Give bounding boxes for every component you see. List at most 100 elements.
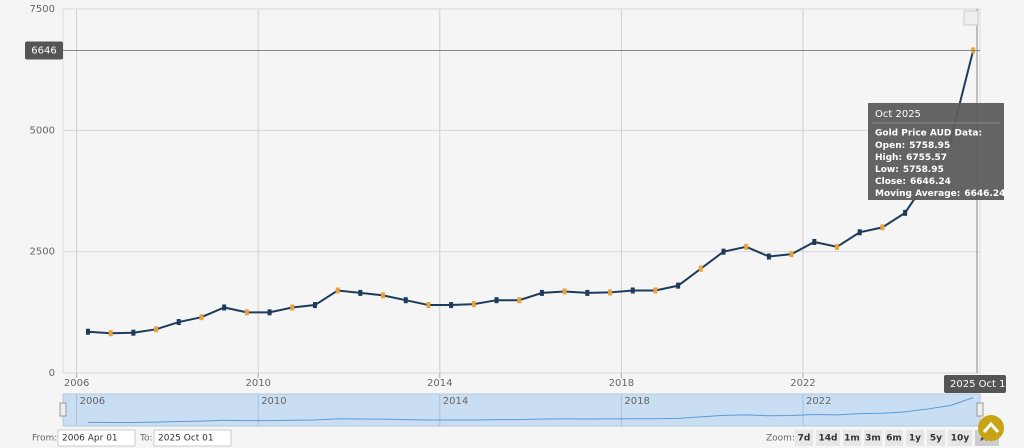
zoom-label: Zoom: <box>766 434 795 444</box>
zoom-button-label[interactable]: 3m <box>865 434 881 444</box>
point <box>744 243 749 250</box>
zoom-button-label[interactable]: 7d <box>798 434 811 444</box>
zoom-button[interactable] <box>843 430 861 446</box>
line <box>87 50 975 335</box>
point <box>766 253 771 260</box>
tooltip-label: Open: <box>875 141 905 151</box>
navigator-handle[interactable] <box>976 402 984 417</box>
zoom-button-label[interactable]: 6m <box>886 434 902 444</box>
tooltip-value: 6646.24 <box>910 177 951 187</box>
zoom-button-label[interactable]: 1m <box>844 434 860 444</box>
to-input[interactable] <box>153 429 232 447</box>
point <box>381 292 386 299</box>
x-tick-label: 2018 <box>609 378 634 389</box>
point <box>653 287 658 294</box>
y-tick-label: 0 <box>49 368 55 379</box>
point <box>903 209 908 216</box>
tooltip: Oct 2025 Gold Price AUD Data: Open: 5758.95… <box>868 103 1005 200</box>
from-value: 2006 Apr 01 <box>62 434 118 444</box>
tooltip-value: 5758.95 <box>909 141 950 151</box>
scroll-top-icon[interactable] <box>982 421 1000 433</box>
to-value: 2025 Oct 01 <box>158 434 214 444</box>
zoom-button[interactable] <box>816 430 840 446</box>
tooltip-label: High: <box>875 153 902 163</box>
tooltip-row: Moving Average: 6646.24 <box>875 189 1005 199</box>
fullscreen-button[interactable] <box>963 10 979 26</box>
navigator-label: 2014 <box>443 396 468 407</box>
navigator-label: 2010 <box>261 396 286 407</box>
crosshair-label: 6646 <box>31 45 56 56</box>
tooltip-value: 6646.24 <box>964 189 1005 199</box>
point <box>199 314 204 321</box>
navigator-label: 2006 <box>80 396 105 407</box>
zoom-button[interactable] <box>864 430 882 446</box>
zoom-button-label[interactable]: 5y <box>930 434 942 444</box>
zoom-button[interactable] <box>795 430 813 446</box>
point <box>244 309 249 316</box>
point <box>222 304 227 311</box>
point <box>721 248 726 255</box>
point <box>312 302 317 309</box>
tooltip-row: High: 6755.57 <box>875 153 947 163</box>
from-input[interactable] <box>57 429 136 447</box>
point <box>358 289 363 296</box>
point <box>608 289 613 296</box>
navigator-label: 2022 <box>806 396 831 407</box>
scroll-top-button[interactable] <box>978 415 1004 441</box>
point <box>290 304 295 311</box>
tooltip-bg <box>868 103 1004 200</box>
point <box>835 243 840 250</box>
point <box>85 328 90 335</box>
from-label: From: <box>32 434 57 444</box>
navigator-line <box>87 397 974 424</box>
point <box>789 251 794 258</box>
tooltip-value: 5758.95 <box>903 165 944 175</box>
tooltip-heading: Gold Price AUD Data: <box>875 129 982 139</box>
point <box>517 297 522 304</box>
point <box>857 229 862 236</box>
point <box>154 326 159 333</box>
point <box>585 289 590 296</box>
to-label: To: <box>139 434 153 444</box>
crosshair-label-bg <box>25 41 63 60</box>
zoom-button[interactable] <box>948 430 972 446</box>
tooltip-label: Low: <box>875 165 899 175</box>
crosshair-x-bg <box>944 375 1006 393</box>
point <box>698 265 703 272</box>
tooltip-title: Oct 2025 <box>875 109 921 120</box>
x-tick-label: 2014 <box>427 378 452 389</box>
navigator-handle[interactable] <box>59 402 67 417</box>
point <box>880 224 885 231</box>
x-tick-label: 2006 <box>64 378 89 389</box>
crosshair-x-label: 2025 Oct 1 <box>950 379 1005 390</box>
zoom-button[interactable] <box>906 430 924 446</box>
tooltip-label: Moving Average: <box>875 189 960 199</box>
zoom-button[interactable] <box>885 430 903 446</box>
plot-area <box>62 8 981 374</box>
point <box>471 301 476 308</box>
navigator-label: 2018 <box>624 396 649 407</box>
point <box>539 289 544 296</box>
x-tick-label: 2022 <box>790 378 815 389</box>
y-tick-label: 2500 <box>30 247 55 258</box>
zoom-button-label[interactable]: 10y <box>951 434 970 444</box>
point <box>812 238 817 245</box>
tooltip-label: Close: <box>875 177 906 187</box>
x-tick-label: 2010 <box>245 378 270 389</box>
zoom-button-label[interactable]: 14d <box>819 434 838 444</box>
point <box>449 302 454 309</box>
point <box>176 319 181 326</box>
point <box>131 329 136 336</box>
y-tick-label: 7500 <box>30 4 55 15</box>
point <box>403 297 408 304</box>
point <box>562 288 567 295</box>
tooltip-row: Open: 5758.95 <box>875 141 950 151</box>
zoom-button-label[interactable]: 1y <box>909 434 921 444</box>
zoom-button[interactable] <box>927 430 945 446</box>
point <box>676 282 681 289</box>
point <box>426 302 431 309</box>
point <box>335 287 340 294</box>
tooltip-row: Low: 5758.95 <box>875 165 944 175</box>
point <box>108 330 113 337</box>
